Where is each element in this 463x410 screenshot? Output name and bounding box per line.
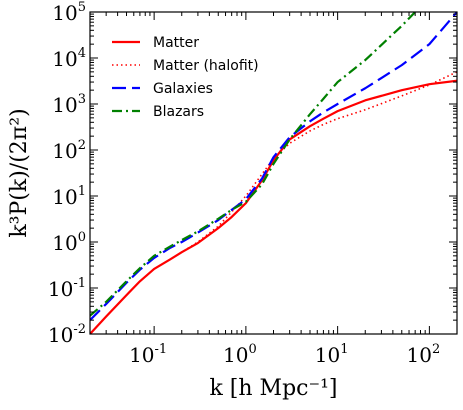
- y-tick-label: 100: [52, 230, 86, 255]
- x-tick-label: 10-1: [129, 342, 167, 367]
- x-tick-label: 101: [315, 342, 349, 367]
- legend-label-3: Blazars: [153, 104, 204, 120]
- x-tick-label: 102: [407, 342, 441, 367]
- y-tick-label: 101: [52, 184, 86, 209]
- tick-labels-layer: 10-1 100 101 102 10-2 10-1 100 101 102 103 104 105: [48, 0, 440, 367]
- x-axis-label: k [h Mpc⁻¹]: [209, 376, 337, 401]
- y-tick-label: 10-2: [48, 322, 86, 347]
- legend-label-0: Matter: [153, 35, 199, 51]
- y-tick-label: 102: [52, 138, 86, 163]
- y-tick-label: 104: [52, 46, 86, 71]
- y-axis-label: k³P(k)/(2π²): [7, 108, 32, 237]
- series-line-3: [90, 12, 416, 317]
- ticks-layer: [89, 11, 458, 335]
- legend-label-1: Matter (halofit): [153, 58, 259, 74]
- y-tick-label: 103: [52, 92, 86, 117]
- series-line-1: [90, 71, 457, 334]
- legend: Matter Matter (halofit) Galaxies Blazars: [112, 35, 259, 120]
- series-line-2: [90, 12, 457, 321]
- x-tick-label: 100: [223, 342, 257, 367]
- legend-label-2: Galaxies: [153, 81, 213, 97]
- series-layer: [90, 12, 457, 334]
- y-tick-label: 105: [52, 0, 86, 25]
- series-line-0: [90, 79, 457, 334]
- y-tick-label: 10-1: [48, 276, 86, 301]
- plot-frame: [89, 11, 458, 335]
